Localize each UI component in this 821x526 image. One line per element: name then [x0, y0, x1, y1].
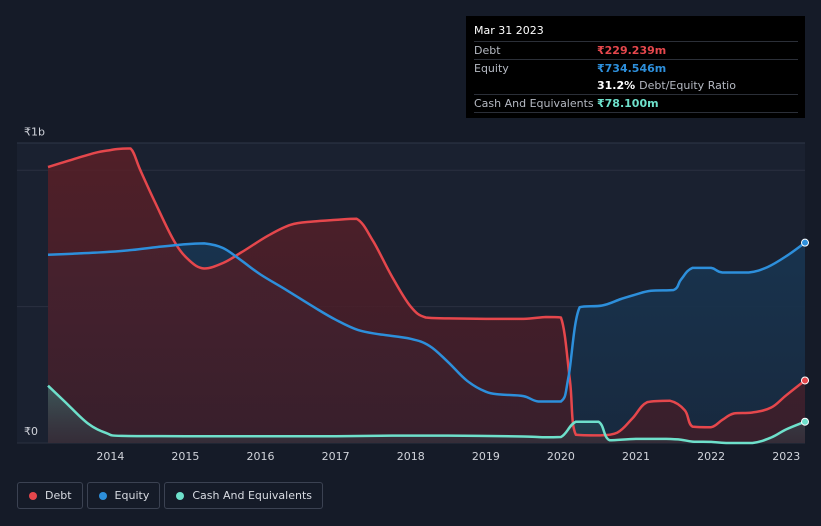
tooltip-equity-label: Equity [474, 62, 509, 75]
tooltip-row-ratio: 31.2% Debt/Equity Ratio [474, 77, 798, 94]
y-tick-label: ₹1b [24, 125, 45, 138]
legend: Debt Equity Cash And Equivalents [17, 482, 323, 509]
x-tick-label: 2022 [697, 450, 725, 463]
legend-item-debt[interactable]: Debt [17, 482, 83, 509]
equity-line [47, 241, 806, 403]
legend-debt-label: Debt [45, 489, 72, 502]
equity-dot-icon [98, 491, 107, 500]
tooltip-equity-value: ₹734.546m [597, 62, 667, 75]
tooltip-row-cash: Cash And Equivalents ₹78.100m [474, 94, 798, 113]
x-tick-label: 2020 [547, 450, 575, 463]
x-tick-label: 2021 [622, 450, 650, 463]
cash-area [48, 385, 805, 443]
debt-dot-icon [29, 491, 37, 500]
x-tick-label: 2017 [322, 450, 350, 463]
debt-end-point[interactable] [801, 376, 809, 385]
tooltip-debt-label: Debt [474, 44, 501, 57]
x-tick-label: 2023 [772, 450, 800, 463]
x-tick-label: 2014 [96, 450, 124, 463]
debt-area [48, 148, 805, 443]
legend-equity-label: Equity [114, 489, 150, 502]
tooltip-cash-value: ₹78.100m [597, 97, 659, 110]
x-tick-label: 2015 [171, 450, 199, 463]
tooltip-debt-value: ₹229.239m [597, 44, 667, 57]
x-tick-label: 2019 [472, 450, 500, 463]
cash-end-point[interactable] [801, 417, 809, 426]
x-tick-label: 2016 [247, 450, 275, 463]
cash-line [47, 384, 806, 445]
debt-line [47, 147, 806, 437]
x-tick-label: 2018 [397, 450, 425, 463]
cash-dot-icon [176, 491, 185, 500]
tooltip-date: Mar 31 2023 [474, 24, 544, 37]
tooltip-cash-label: Cash And Equivalents [474, 97, 594, 110]
tooltip-ratio-label: Debt/Equity Ratio [639, 79, 736, 92]
legend-item-cash[interactable]: Cash And Equivalents [164, 482, 323, 509]
legend-item-equity[interactable]: Equity [86, 482, 161, 509]
equity-end-point[interactable] [801, 238, 809, 247]
y-tick-label: ₹0 [24, 425, 38, 438]
tooltip-row-equity: Equity ₹734.546m [474, 59, 798, 77]
tooltip-row-debt: Debt ₹229.239m [474, 41, 798, 59]
legend-cash-label: Cash And Equivalents [192, 489, 312, 502]
tooltip-panel: Mar 31 2023 Debt ₹229.239m Equity ₹734.5… [466, 16, 805, 118]
tooltip-ratio-value: 31.2% [597, 79, 636, 92]
